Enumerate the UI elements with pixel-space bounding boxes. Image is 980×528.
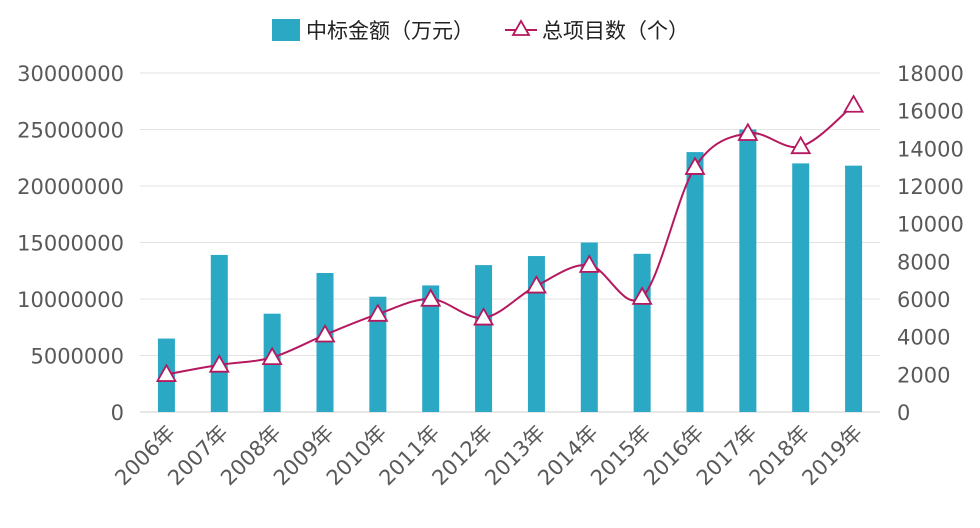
- line-point: [737, 122, 759, 141]
- left-axis-tick-label: 10000000: [17, 288, 124, 312]
- legend-triangle-icon: [511, 19, 531, 36]
- right-axis-tick-label: 12000: [897, 175, 964, 199]
- line-point: [843, 94, 865, 113]
- bar: [527, 256, 545, 412]
- bar: [686, 152, 704, 412]
- right-axis-tick-label: 2000: [897, 363, 950, 387]
- left-axis-tick-label: 0: [111, 401, 124, 425]
- bar: [580, 242, 598, 412]
- line-point: [367, 303, 389, 322]
- bar: [422, 285, 440, 412]
- line-point: [578, 254, 600, 273]
- right-axis-tick-label: 6000: [897, 288, 950, 312]
- right-axis-tick-label: 18000: [897, 62, 964, 86]
- left-axis-tick-label: 20000000: [17, 175, 124, 199]
- legend-bar-swatch: [272, 19, 300, 41]
- line-point: [684, 156, 706, 175]
- right-axis-tick-label: 4000: [897, 326, 950, 350]
- left-axis: 0 5000000 10000000 15000000 20000000 25000000…: [17, 62, 124, 425]
- line-point: [473, 307, 495, 326]
- line-point: [631, 286, 653, 305]
- gridlines: [140, 72, 880, 413]
- right-axis-tick-label: 0: [897, 401, 910, 425]
- bar: [210, 254, 228, 412]
- legend: 中标金额（万元） 总项目数（个）: [272, 19, 689, 43]
- bar: [739, 129, 757, 412]
- line-point: [525, 275, 547, 294]
- left-axis-tick-label: 5000000: [30, 345, 124, 369]
- bar: [792, 163, 810, 412]
- bar: [369, 296, 387, 412]
- bar: [845, 165, 863, 412]
- bar: [475, 265, 493, 412]
- right-axis-tick-label: 14000: [897, 137, 964, 161]
- legend-line-label: 总项目数（个）: [542, 19, 689, 43]
- left-axis-tick-label: 15000000: [17, 232, 124, 256]
- line-point: [420, 288, 442, 307]
- right-axis-tick-label: 16000: [897, 100, 964, 124]
- line-series: [155, 94, 865, 382]
- legend-bar-label: 中标金额（万元）: [306, 19, 474, 43]
- bar-series: [157, 129, 863, 412]
- bar: [633, 253, 651, 412]
- line-point: [208, 354, 230, 373]
- line-point: [261, 346, 283, 366]
- left-axis-tick-label: 25000000: [17, 119, 124, 143]
- line-point: [155, 363, 177, 382]
- line-point: [314, 323, 336, 343]
- line-point: [790, 135, 812, 155]
- right-axis: 0 2000 4000 6000 8000 10000 12000 14000 16000 180…: [897, 62, 964, 425]
- left-axis-tick-label: 30000000: [17, 62, 124, 86]
- x-axis-tick-label: 2019年: [797, 421, 867, 491]
- right-axis-tick-label: 8000: [897, 250, 950, 274]
- bar: [316, 273, 334, 412]
- x-axis: 2006年2007年2008年2009年2010年2011年2012年2013年…: [110, 421, 867, 491]
- right-axis-tick-label: 10000: [897, 213, 964, 237]
